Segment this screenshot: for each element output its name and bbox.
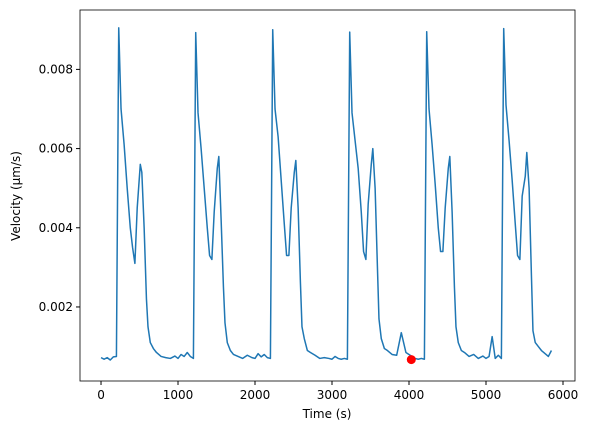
y-axis-label: Velocity (µm/s) — [9, 151, 23, 241]
y-tick-label: 0.008 — [39, 62, 73, 76]
x-tick-label: 1000 — [163, 388, 194, 402]
data-line — [100, 27, 553, 361]
x-tick-label: 6000 — [548, 388, 579, 402]
x-tick-label: 0 — [97, 388, 105, 402]
y-tick-label: 0.006 — [39, 142, 73, 156]
y-tick-label: 0.004 — [39, 221, 73, 235]
x-tick-label: 2000 — [240, 388, 271, 402]
plot-frame — [79, 9, 576, 382]
x-axis-label: Time (s) — [302, 407, 352, 421]
highlight-point — [406, 355, 416, 365]
x-tick-label: 5000 — [471, 388, 502, 402]
y-tick-label: 0.002 — [39, 300, 73, 314]
x-tick-label: 4000 — [394, 388, 425, 402]
x-tick-label: 3000 — [317, 388, 348, 402]
